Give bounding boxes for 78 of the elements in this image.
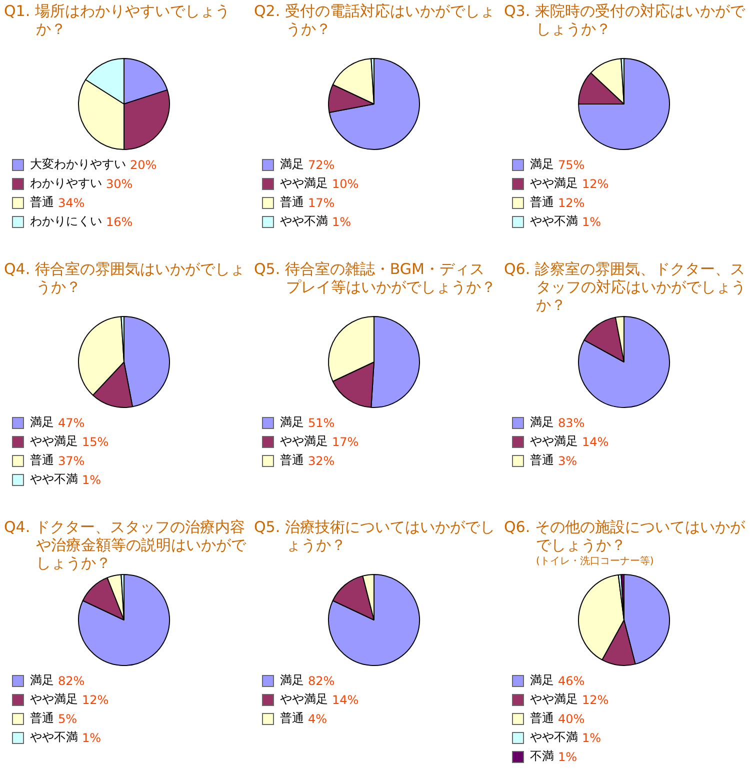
data-label: 16% [106,214,133,228]
data-label: 1% [82,730,102,744]
chart-title: Q1. 場所はわかりやすいでしょうか？ [4,2,231,38]
data-label: 12% [582,176,609,190]
data-label: 47% [58,416,85,430]
legend-label: 普通 [530,452,554,469]
legend-label: 満足 [30,414,54,431]
data-label: 17% [308,196,335,210]
data-label: 37% [58,454,85,468]
legend-label: 満足 [280,672,304,689]
data-label: 51% [308,416,335,430]
legend-label: わかりやすい [30,175,102,192]
legend-label: 普通 [30,452,54,469]
data-label: 30% [106,176,133,190]
chart-title: Q2. 受付の電話対応はいかがでしょうか？ [254,2,496,38]
chart-title: Q4. ドクター、スタッフの治療内容や治療金額等の説明はいかがでしょうか？ [4,518,246,572]
legend-label: やや満足 [30,691,78,708]
legend-label: やや満足 [530,175,578,192]
data-label: 1% [82,472,102,486]
data-label: 1% [582,730,602,744]
legend-label: 普通 [280,710,304,727]
legend-label: 普通 [530,710,554,727]
chart-title: Q6. 診察室の雰囲気、ドクター、スタッフの対応はいかがでしょうか？ [504,260,746,314]
data-label: 12% [558,196,585,210]
legend-label: 普通 [530,194,554,211]
chart-title: Q3. 来院時の受付の対応はいかがでしょうか？ [504,2,746,38]
data-label: 1% [558,750,578,764]
legend-label: やや満足 [530,691,578,708]
legend-label: やや満足 [280,433,328,450]
data-label: 82% [58,674,85,688]
data-label: 5% [58,712,78,726]
data-label: 1% [332,214,352,228]
chart-subtitle: (トイレ・洗口コーナー等) [535,554,655,568]
data-label: 82% [308,674,335,688]
legend-label: やや満足 [530,433,578,450]
legend-label: 満足 [530,414,554,431]
data-label: 32% [308,454,335,468]
data-label: 14% [582,434,609,448]
legend-label: やや不満 [530,213,578,230]
legend-label: やや満足 [280,175,328,192]
legend-label: やや満足 [280,691,328,708]
legend-label: 普通 [280,452,304,469]
data-label: 4% [308,712,328,726]
legend-label: 満足 [280,414,304,431]
data-label: 75% [558,158,585,172]
data-label: 3% [558,454,578,468]
legend-label: やや不満 [280,213,328,230]
legend-label: 不満 [530,748,554,765]
legend-label: 満足 [280,156,304,173]
chart-title: Q4. 待合室の雰囲気はいかがでしょうか？ [4,260,246,296]
chart-title: Q5. 治療技術についてはいかがでしょうか？ [254,518,496,554]
data-label: 83% [558,416,585,430]
data-label: 17% [332,434,359,448]
data-label: 10% [332,176,359,190]
legend-label: わかりにくい [30,213,102,230]
legend-label: 満足 [530,672,554,689]
data-label: 14% [332,692,359,706]
legend-label: 普通 [30,710,54,727]
data-label: 1% [582,214,602,228]
data-label: 12% [82,692,109,706]
chart-title: Q5. 待合室の雑誌・BGM・ディスプレイ等はいかがでしょうか？ [254,260,496,296]
legend-label: やや不満 [30,729,78,746]
legend-label: 普通 [280,194,304,211]
data-label: 46% [558,674,585,688]
data-label: 72% [308,158,335,172]
data-label: 40% [558,712,585,726]
legend-label: 満足 [30,672,54,689]
legend-label: 大変わかりやすい [30,156,126,173]
legend-label: 普通 [30,194,54,211]
legend-label: やや不満 [530,729,578,746]
data-label: 34% [58,196,85,210]
legend-label: やや満足 [30,433,78,450]
data-label: 20% [130,158,157,172]
data-label: 12% [582,692,609,706]
chart-title: Q6. その他の施設についてはいかがでしょうか？ [504,518,746,554]
legend-label: やや不満 [30,471,78,488]
legend-label: 満足 [530,156,554,173]
data-label: 15% [82,434,109,448]
